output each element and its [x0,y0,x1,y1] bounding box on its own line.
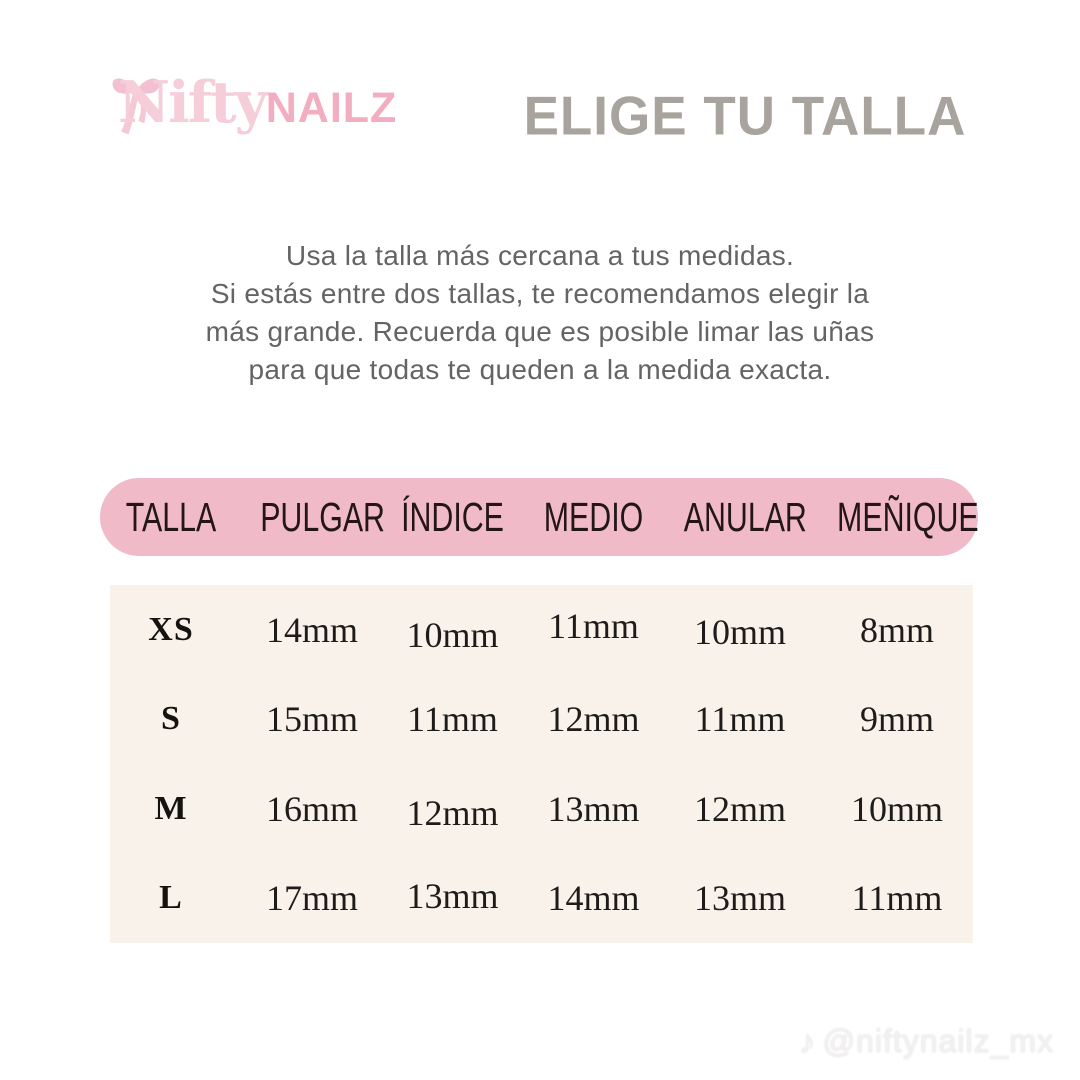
intro-line: Si estás entre dos tallas, te recomendam… [210,278,870,309]
measurement-cell: 12mm [547,699,640,740]
measurement-cell: 16mm [265,788,358,829]
measurement-cell: 11mm [407,699,498,740]
intro-paragraph: Usa la talla más cercana a tus medidas. … [85,237,995,389]
measurement-cell: 14mm [547,878,640,919]
measurement-cell: 17mm [265,878,358,919]
measurement-cell: 9mm [859,699,934,740]
column-header-medio: MEDIO [543,493,644,540]
brand-logo: NiftyNAILZ [118,74,397,131]
social-handle-text: @niftynailz_mx [822,1023,1054,1059]
intro-line: para que todas te queden a la medida exa… [248,354,832,385]
column-header-talla: TALLA [125,493,217,540]
measurement-cell: 12mm [406,792,499,833]
measurement-cell: 11mm [694,699,786,740]
measurement-cell: 10mm [406,614,499,655]
measurement-cell: 8mm [859,609,934,650]
size-table-background [110,585,973,943]
measurement-cell: 13mm [547,788,640,829]
logo-bold-text: NAILZ [265,84,398,132]
intro-line: Usa la talla más cercana a tus medidas. [285,240,795,271]
measurement-cell: 15mm [265,699,358,740]
intro-line: más grande. Recuerda que es posible lima… [205,316,875,347]
measurement-cell: 11mm [851,878,943,919]
column-header-indice: ÍNDICE [401,493,504,540]
column-header-pulgar: PULGAR [260,493,385,540]
size-label: XS [148,610,194,648]
bow-icon [112,78,160,135]
measurement-cell: 11mm [548,605,639,646]
measurement-cell: 13mm [693,878,786,919]
page-title: ELIGE TU TALLA [523,85,967,148]
logo-script-text: Nifty [118,69,268,136]
size-table: XS 14mm 10mm 11mm 10mm 8mm S 15mm 11mm 1… [100,585,978,943]
column-header-menique: MEÑIQUE [837,493,979,540]
measurement-cell: 10mm [693,611,786,652]
tiktok-icon: ♪ [798,1022,817,1061]
size-label: L [159,879,183,917]
measurement-cell: 13mm [406,876,499,917]
size-label: S [161,700,181,738]
measurement-cell: 14mm [265,609,358,650]
column-header-anular: ANULAR [683,493,807,540]
social-handle: ♪ @niftynailz_mx [799,1023,1054,1060]
size-label: M [154,789,188,827]
size-table-header: TALLA PULGAR ÍNDICE MEDIO ANULAR MEÑIQUE [100,478,979,556]
measurement-cell: 12mm [693,788,786,829]
measurement-cell: 10mm [850,788,943,829]
